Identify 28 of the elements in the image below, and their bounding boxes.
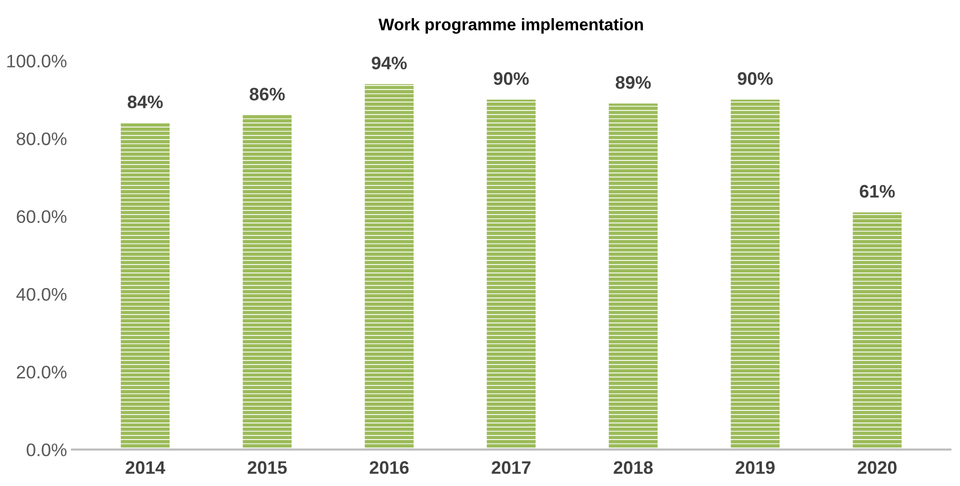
x-tick-label: 2015 [248,461,287,474]
y-tick-label: 40.0% [16,288,66,301]
y-tick-label: 0.0% [26,443,66,456]
x-tick-label: 2018 [614,461,653,474]
bar [608,104,658,450]
bar [120,122,170,450]
y-tick-label: 20.0% [16,366,66,379]
bar [730,100,780,450]
data-label: 90% [494,72,529,85]
y-tick-label: 60.0% [16,210,66,223]
bar [242,115,292,450]
bar [852,212,902,450]
data-label: 84% [128,95,163,108]
x-tick-label: 2019 [736,461,775,474]
data-label: 61% [860,184,895,198]
bar [486,100,536,450]
bar [364,84,414,450]
x-tick-label: 2017 [492,461,530,474]
x-tick-label: 2016 [370,461,409,474]
data-label: 86% [250,88,285,100]
data-label: 89% [616,76,651,89]
data-label: 90% [738,72,773,85]
y-tick-label: 100.0% [7,54,66,68]
x-tick-label: 2020 [858,461,897,474]
data-label: 94% [372,56,407,70]
y-tick-label: 80.0% [16,132,66,146]
chart-title: Work programme implementation [378,18,643,34]
x-tick-label: 2014 [126,461,166,474]
